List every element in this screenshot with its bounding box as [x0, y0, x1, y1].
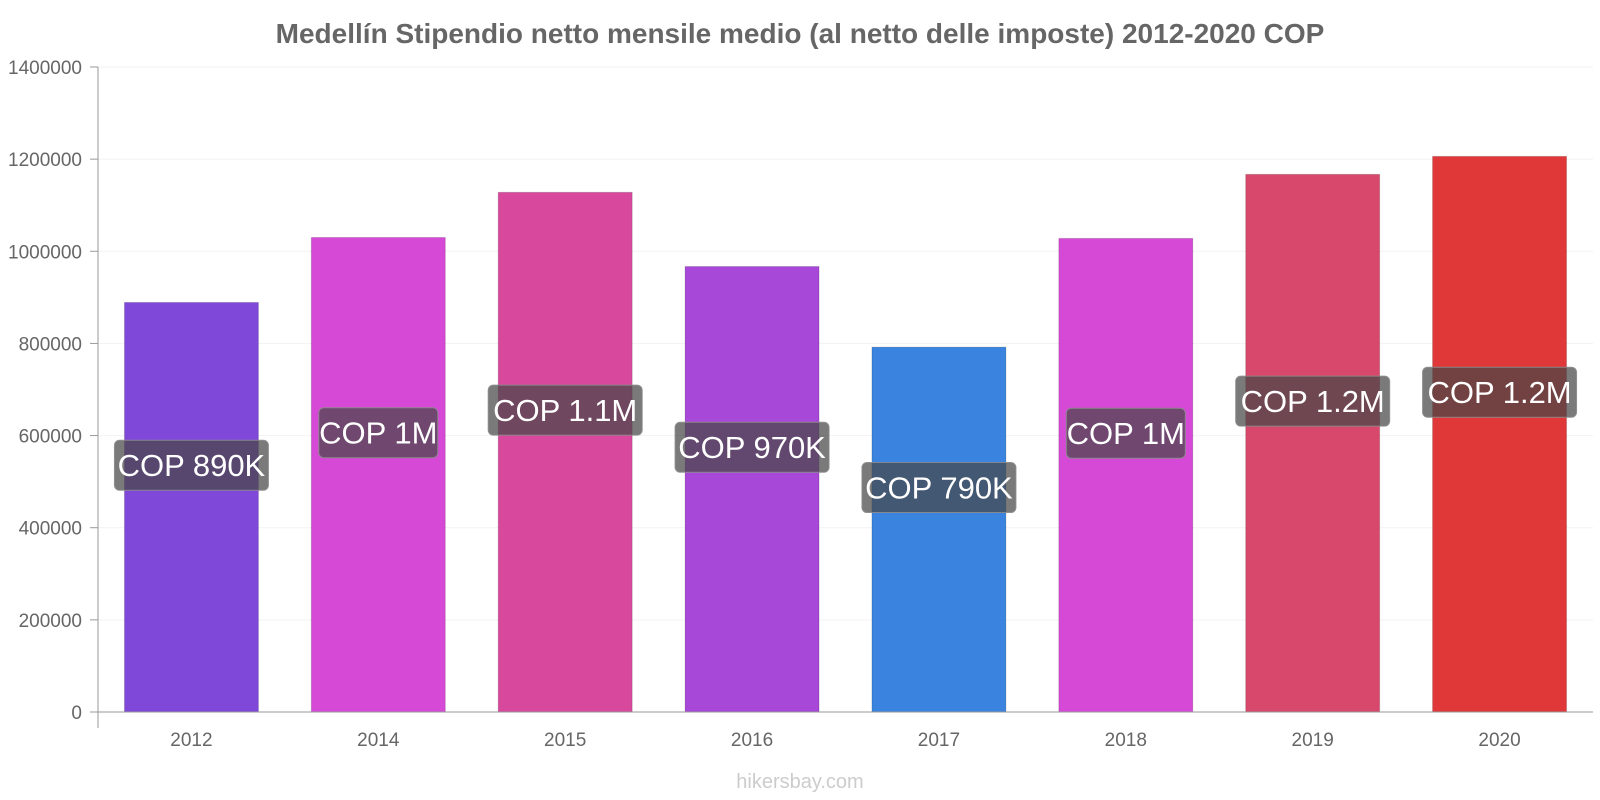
source-credit: hikersbay.com [736, 771, 863, 793]
data-label-box [318, 407, 439, 459]
x-tick-label: 2014 [357, 730, 400, 751]
bar-2016 [684, 265, 820, 713]
bars [123, 155, 1568, 713]
chart-title: Medellín Stipendio netto mensile medio (… [276, 18, 1325, 49]
data-label-box [674, 421, 830, 473]
data-label: COP 970K [678, 430, 826, 465]
y-tick-label: 600000 [19, 427, 82, 448]
data-labels: COP 890K COP 1M COP 1.1M COP 970K COP 790K CO… [113, 366, 1578, 514]
data-label: COP 1M [1067, 416, 1185, 451]
data-label-box [113, 439, 269, 491]
y-tick-label: 800000 [19, 334, 82, 355]
x-tick-label: 2019 [1292, 730, 1334, 751]
x-tick-label: 2015 [544, 730, 586, 751]
data-label-box [487, 384, 643, 436]
data-label-box [1065, 407, 1186, 459]
bar-2019 [1245, 173, 1381, 713]
y-tick-label: 1400000 [8, 58, 82, 79]
x-tick-label: 2012 [170, 730, 212, 751]
y-tick-label: 1000000 [8, 242, 82, 263]
data-label: COP 1.2M [1241, 384, 1385, 419]
y-axis-ticks: 0 200000 400000 600000 800000 1000000 1200000 1… [8, 58, 98, 724]
bar-2012 [123, 301, 259, 713]
y-tick-label: 0 [71, 703, 82, 724]
bar-2014 [310, 236, 446, 713]
x-tick-label: 2020 [1478, 730, 1520, 751]
x-axis-ticks: 2012 2014 2015 2016 2017 2018 2019 2020 [170, 730, 1520, 751]
y-tick-label: 400000 [19, 519, 82, 540]
data-label: COP 1.1M [493, 393, 637, 428]
data-label-box [861, 462, 1017, 514]
data-label: COP 790K [865, 471, 1013, 506]
data-label: COP 1.2M [1427, 375, 1571, 410]
data-label: COP 1M [319, 416, 437, 451]
bar-2015 [497, 191, 633, 713]
bar-2017 [871, 346, 1007, 713]
x-tick-label: 2018 [1105, 730, 1147, 751]
y-tick-label: 200000 [19, 611, 82, 632]
y-tick-label: 1200000 [8, 150, 82, 171]
data-label-box [1422, 366, 1578, 418]
x-tick-label: 2017 [918, 730, 960, 751]
data-label-box [1235, 375, 1391, 427]
bar-2018 [1058, 237, 1194, 713]
x-tick-label: 2016 [731, 730, 773, 751]
data-label: COP 890K [118, 448, 266, 483]
bar-2020 [1432, 155, 1568, 713]
